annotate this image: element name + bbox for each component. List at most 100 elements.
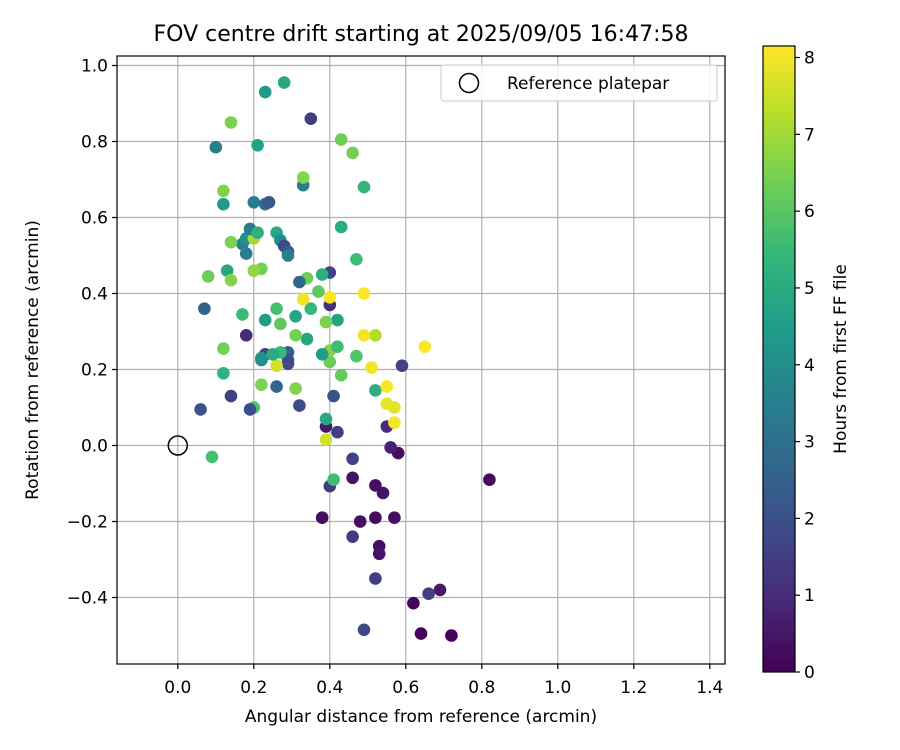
data-point bbox=[357, 287, 371, 300]
data-point bbox=[220, 264, 234, 278]
y-tick-label: −0.4 bbox=[67, 589, 108, 609]
data-point bbox=[350, 252, 363, 266]
data-point bbox=[418, 340, 432, 354]
data-point bbox=[194, 403, 207, 416]
data-point bbox=[293, 399, 306, 412]
data-point bbox=[353, 515, 367, 528]
x-tick-label: 1.0 bbox=[544, 678, 571, 698]
y-tick-label: 0.6 bbox=[81, 209, 108, 229]
y-axis-label: Rotation from reference (arcmin) bbox=[23, 220, 43, 500]
data-point bbox=[346, 530, 359, 543]
data-point bbox=[376, 486, 390, 500]
plot-frame bbox=[116, 55, 726, 665]
x-tick-label: 0.8 bbox=[468, 678, 495, 698]
y-tick-label: 0.2 bbox=[81, 361, 108, 381]
data-point bbox=[319, 433, 333, 447]
colorbar-ticks: 0 1 2 3 4 5 6 7 8 bbox=[795, 49, 815, 683]
data-point bbox=[247, 196, 261, 209]
data-point bbox=[224, 389, 238, 403]
y-tick-label: 0.0 bbox=[81, 437, 108, 457]
data-point bbox=[334, 368, 348, 382]
data-point bbox=[201, 270, 215, 283]
data-point bbox=[217, 197, 230, 211]
data-point bbox=[395, 359, 409, 373]
data-point bbox=[433, 583, 447, 597]
data-point bbox=[277, 76, 291, 89]
data-point bbox=[281, 357, 295, 371]
legend-label: Reference platepar bbox=[507, 74, 669, 94]
data-point bbox=[262, 196, 276, 209]
data-point bbox=[281, 249, 295, 262]
reference-platepar-marker bbox=[167, 435, 189, 456]
data-point bbox=[247, 264, 261, 278]
data-point bbox=[319, 412, 333, 426]
colorbar-tick-label: 6 bbox=[804, 202, 815, 222]
data-point bbox=[346, 146, 359, 160]
data-point bbox=[300, 332, 314, 346]
data-point bbox=[357, 180, 371, 194]
data-point bbox=[384, 441, 397, 454]
data-point bbox=[380, 380, 394, 393]
data-point bbox=[445, 629, 458, 642]
y-ticks: −0.4 −0.2 0.0 0.2 0.4 0.6 0.8 1.0 bbox=[67, 57, 117, 609]
data-point bbox=[209, 140, 223, 154]
data-point bbox=[239, 329, 253, 342]
data-point bbox=[319, 315, 333, 329]
data-point bbox=[217, 184, 230, 198]
legend: Reference platepar bbox=[440, 64, 718, 102]
data-point bbox=[270, 380, 283, 393]
data-point bbox=[236, 308, 249, 321]
colorbar-tick-label: 8 bbox=[804, 49, 815, 69]
data-point bbox=[304, 302, 318, 316]
colorbar-tick-label: 3 bbox=[804, 433, 815, 453]
data-point bbox=[289, 310, 302, 323]
x-ticks: 0.0 0.2 0.4 0.6 0.8 1.0 1.2 1.4 bbox=[164, 664, 723, 698]
colorbar-gradient bbox=[762, 45, 796, 673]
data-point bbox=[346, 471, 359, 485]
data-point bbox=[251, 139, 264, 152]
data-point bbox=[274, 317, 287, 331]
data-point bbox=[258, 85, 272, 99]
data-point bbox=[331, 313, 344, 327]
data-points bbox=[167, 76, 496, 642]
data-point bbox=[315, 268, 329, 281]
data-point bbox=[357, 329, 371, 342]
colorbar-tick-label: 7 bbox=[804, 125, 815, 145]
data-point bbox=[224, 116, 238, 129]
colorbar: 0 1 2 3 4 5 6 7 8 Hours from first FF file bbox=[762, 45, 851, 683]
data-point bbox=[304, 112, 318, 125]
x-tick-label: 0.4 bbox=[316, 678, 343, 698]
data-point bbox=[270, 359, 283, 373]
data-point bbox=[315, 348, 329, 361]
x-axis-label: Angular distance from reference (arcmin) bbox=[245, 707, 597, 727]
data-point bbox=[266, 348, 280, 361]
data-point bbox=[296, 292, 310, 306]
data-point bbox=[331, 340, 344, 354]
data-point bbox=[315, 511, 329, 524]
data-point bbox=[205, 450, 219, 464]
x-tick-label: 0.0 bbox=[164, 678, 191, 698]
data-point bbox=[334, 133, 348, 146]
grid-lines bbox=[117, 56, 725, 664]
data-point bbox=[346, 452, 359, 466]
y-tick-label: 1.0 bbox=[81, 57, 108, 77]
data-point bbox=[357, 623, 371, 637]
colorbar-label: Hours from first FF file bbox=[831, 264, 851, 454]
data-point bbox=[388, 416, 401, 430]
data-point bbox=[224, 273, 238, 287]
y-tick-label: −0.2 bbox=[67, 513, 108, 533]
colorbar-tick-label: 0 bbox=[804, 663, 815, 683]
colorbar-tick-label: 2 bbox=[804, 509, 815, 529]
x-tick-label: 1.4 bbox=[696, 678, 723, 698]
data-point bbox=[239, 247, 253, 260]
x-tick-label: 0.2 bbox=[240, 678, 267, 698]
colorbar-tick-label: 1 bbox=[804, 586, 815, 606]
data-point bbox=[365, 361, 378, 374]
data-point bbox=[217, 367, 230, 380]
data-point bbox=[327, 473, 340, 487]
data-point bbox=[380, 397, 394, 411]
y-tick-label: 0.4 bbox=[81, 285, 108, 305]
data-point bbox=[293, 275, 306, 289]
data-point bbox=[243, 403, 257, 416]
